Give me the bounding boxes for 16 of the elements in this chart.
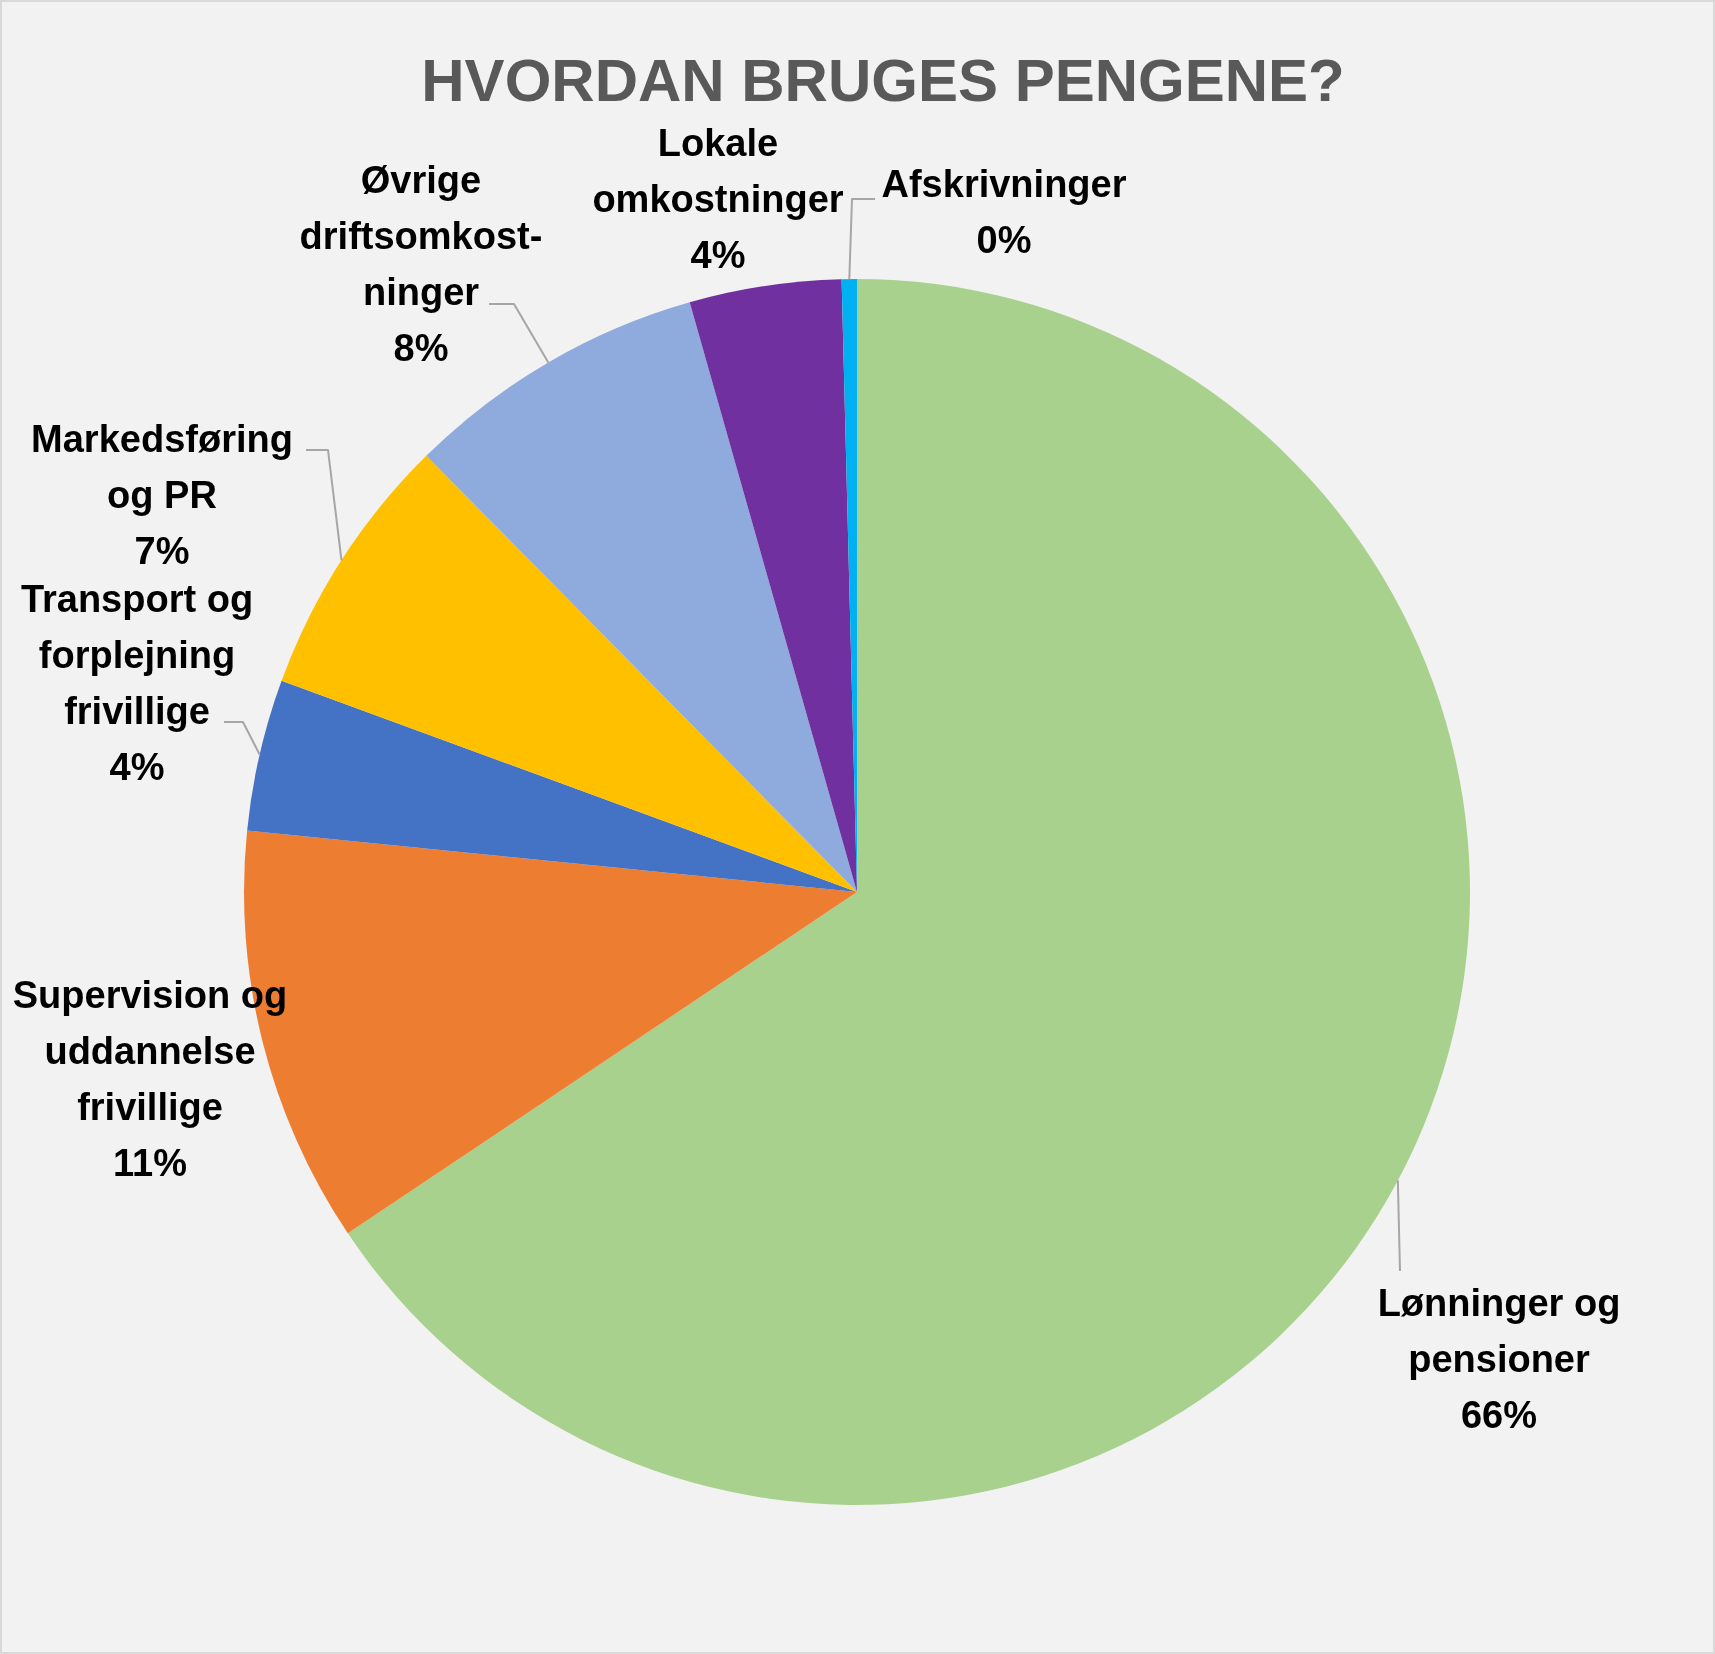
pie-slice <box>247 680 857 892</box>
data-label: 11% <box>113 1142 187 1184</box>
chart-title: HVORDAN BRUGES PENGENE? <box>421 47 1345 114</box>
data-label: 4% <box>690 234 746 276</box>
slice-label: Lønninger og pensioner <box>1377 1282 1621 1380</box>
slice-label: Afskrivninger <box>881 163 1127 205</box>
slice-label: Markedsføring og PR <box>31 418 293 516</box>
data-label: 0% <box>976 219 1032 261</box>
data-label: 4% <box>109 746 165 788</box>
pie-slice <box>689 279 857 892</box>
slice-label: Øvrige driftsomkost-ninger <box>299 159 543 313</box>
slice-label: Transport og forplejning frivillige <box>20 578 254 732</box>
data-label: 66% <box>1460 1394 1538 1436</box>
slice-label: Lokale omkostninger <box>592 122 844 220</box>
data-label: 8% <box>393 327 449 369</box>
data-label: 7% <box>134 530 190 572</box>
